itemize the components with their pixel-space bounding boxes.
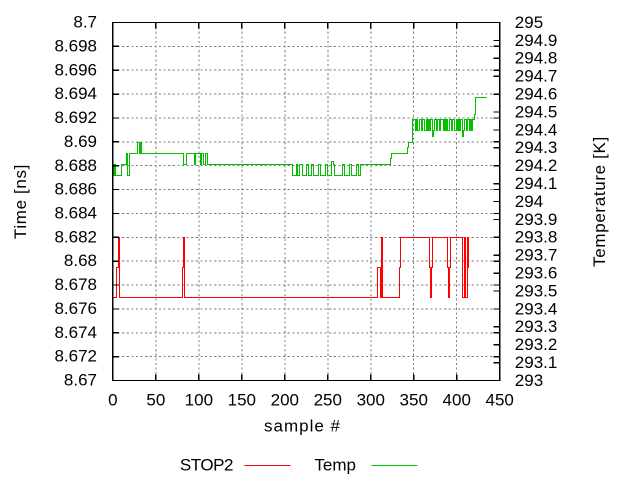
svg-text:8.692: 8.692 <box>54 108 97 127</box>
svg-text:294.3: 294.3 <box>515 138 558 157</box>
svg-text:Time [ns]: Time [ns] <box>11 164 30 239</box>
svg-text:450: 450 <box>486 391 514 410</box>
svg-text:294.5: 294.5 <box>515 102 558 121</box>
svg-text:293.6: 293.6 <box>515 264 558 283</box>
svg-text:8.694: 8.694 <box>54 84 97 103</box>
svg-text:50: 50 <box>146 391 165 410</box>
svg-text:294.4: 294.4 <box>515 120 558 139</box>
svg-text:8.682: 8.682 <box>54 227 97 246</box>
svg-text:150: 150 <box>228 391 256 410</box>
svg-text:8.676: 8.676 <box>54 299 97 318</box>
svg-text:8.7: 8.7 <box>73 13 97 32</box>
svg-text:sample #: sample # <box>264 417 341 436</box>
svg-text:8.696: 8.696 <box>54 60 97 79</box>
svg-text:8.698: 8.698 <box>54 36 97 55</box>
svg-text:8.688: 8.688 <box>54 156 97 175</box>
svg-text:293.8: 293.8 <box>515 228 558 247</box>
svg-text:294.2: 294.2 <box>515 156 558 175</box>
svg-text:200: 200 <box>271 391 299 410</box>
svg-text:293.3: 293.3 <box>515 317 558 336</box>
svg-text:293: 293 <box>515 371 543 390</box>
svg-text:293.7: 293.7 <box>515 246 558 265</box>
svg-text:300: 300 <box>357 391 385 410</box>
svg-text:293.2: 293.2 <box>515 335 558 354</box>
svg-text:Temperature [K]: Temperature [K] <box>590 136 609 267</box>
svg-text:8.686: 8.686 <box>54 180 97 199</box>
svg-text:STOP2: STOP2 <box>180 456 233 475</box>
svg-text:8.672: 8.672 <box>54 347 97 366</box>
svg-text:8.69: 8.69 <box>64 132 97 151</box>
svg-text:8.674: 8.674 <box>54 323 97 342</box>
svg-text:295: 295 <box>515 13 543 32</box>
svg-text:294.6: 294.6 <box>515 85 558 104</box>
svg-text:400: 400 <box>443 391 471 410</box>
svg-text:294.1: 294.1 <box>515 174 558 193</box>
svg-text:293.5: 293.5 <box>515 281 558 300</box>
svg-text:8.678: 8.678 <box>54 275 97 294</box>
svg-text:8.67: 8.67 <box>64 371 97 390</box>
svg-text:100: 100 <box>185 391 213 410</box>
svg-text:250: 250 <box>314 391 342 410</box>
svg-text:350: 350 <box>400 391 428 410</box>
svg-text:293.1: 293.1 <box>515 353 558 372</box>
svg-text:294.9: 294.9 <box>515 31 558 50</box>
svg-text:0: 0 <box>108 391 117 410</box>
svg-text:8.68: 8.68 <box>64 251 97 270</box>
svg-text:294.7: 294.7 <box>515 67 558 86</box>
svg-text:Temp: Temp <box>314 456 356 475</box>
svg-text:8.684: 8.684 <box>54 203 97 222</box>
svg-text:293.4: 293.4 <box>515 299 558 318</box>
svg-text:293.9: 293.9 <box>515 210 558 229</box>
svg-text:294.8: 294.8 <box>515 49 558 68</box>
svg-text:294: 294 <box>515 192 543 211</box>
